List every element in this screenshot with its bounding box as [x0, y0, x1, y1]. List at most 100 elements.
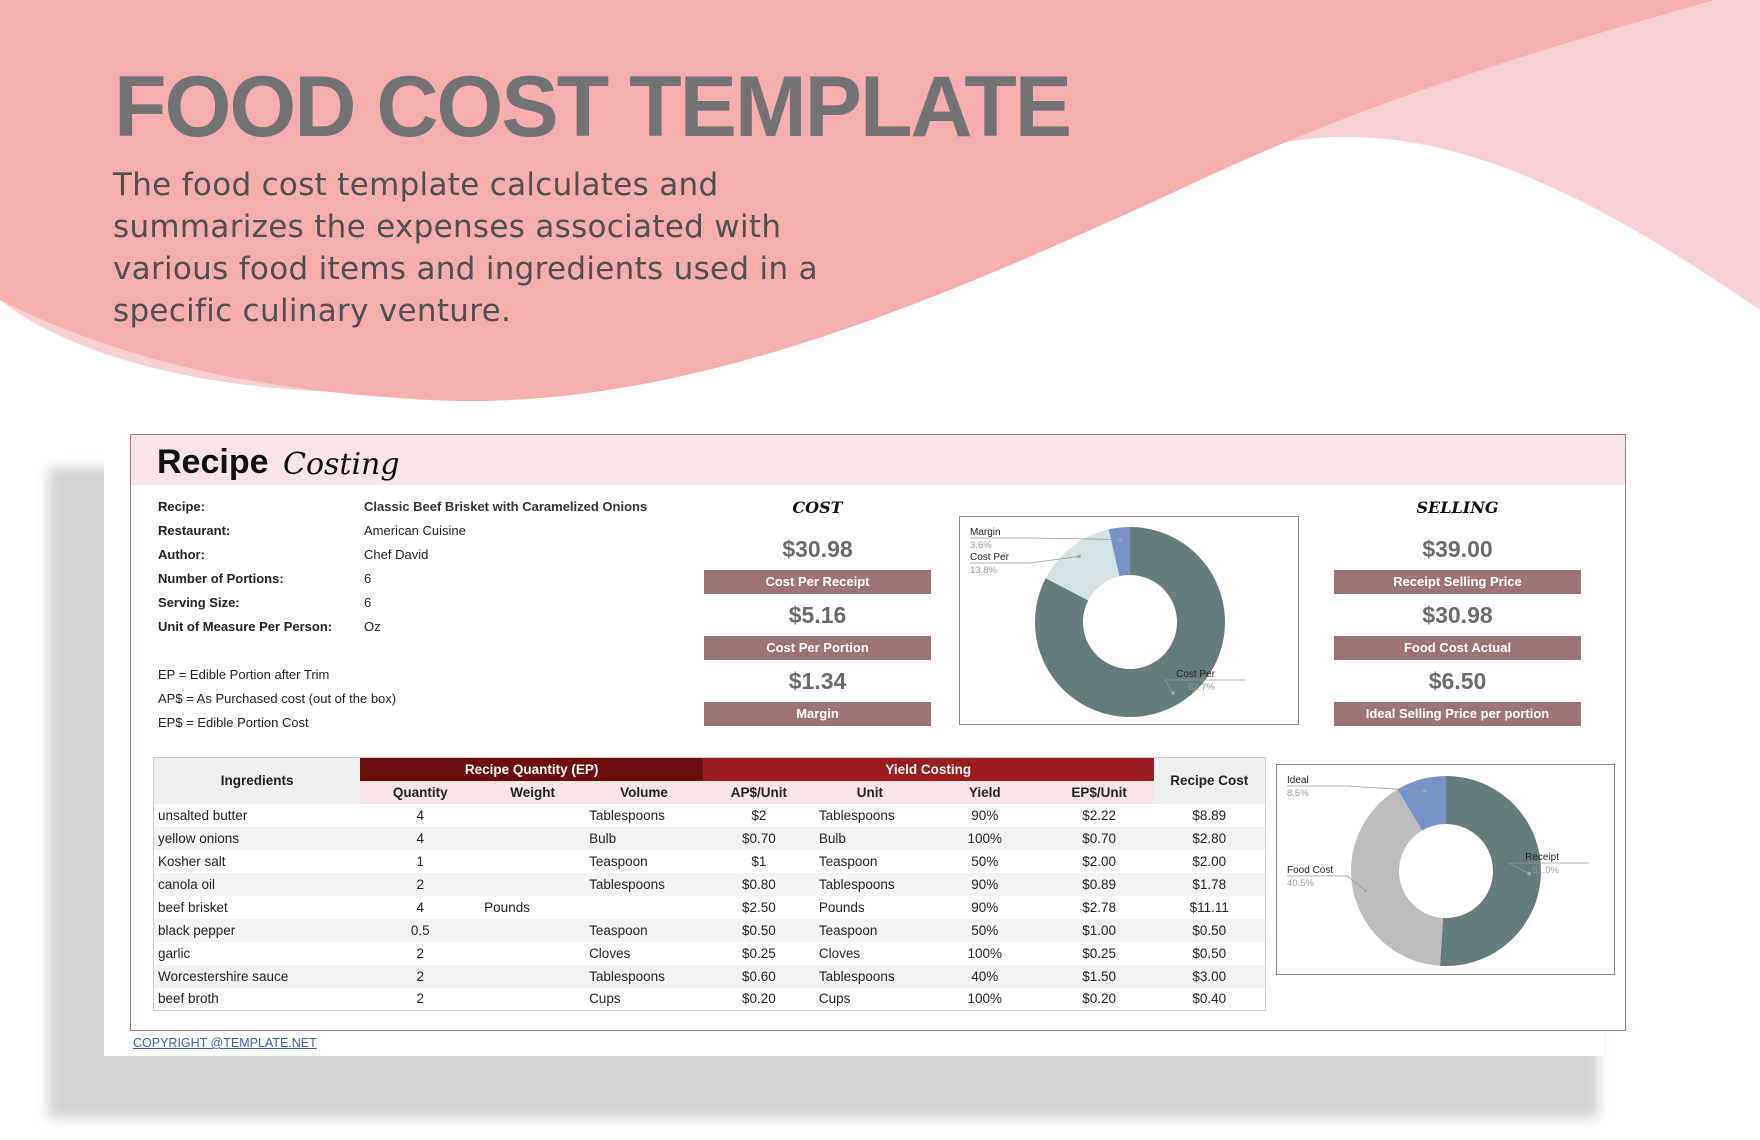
cell-quantity: 4 [416, 807, 424, 823]
legend-note: AP$ = As Purchased cost (out of the box) [158, 691, 397, 706]
table-row: beef broth 2 Cups $0.20 Cups 100% $0.20 $0.40 [154, 988, 1266, 1011]
cell-yield: 100% [967, 830, 1002, 846]
info-label: Number of Portions: [158, 571, 284, 586]
cell-recipe-cost: $3.00 [1192, 968, 1227, 984]
cell-ingredient: beef broth [158, 991, 219, 1007]
cell-ap-per-unit: $0.80 [742, 876, 776, 892]
cell-weight [480, 942, 585, 965]
cell-quantity: 2 [416, 968, 424, 984]
cell-recipe-cost: $11.11 [1189, 899, 1229, 915]
info-label: Author: [158, 547, 205, 562]
header-ingredients: Ingredients [153, 757, 361, 804]
cell-ap-per-unit: $1 [751, 853, 767, 869]
cell-quantity: 2 [416, 876, 424, 892]
leader-line [970, 537, 1121, 540]
column-header: Weight [480, 780, 586, 804]
cost-label: Margin [704, 702, 931, 726]
slice-label: Food Cost [1287, 865, 1333, 876]
cell-recipe-cost: $0.50 [1192, 922, 1227, 938]
cell-weight [480, 827, 585, 850]
leader-line [1287, 875, 1366, 891]
slice-percent: 13.8% [970, 565, 997, 576]
selling-value: $30.98 [1422, 602, 1493, 628]
header-recipe-quantity: Recipe Quantity (EP) [360, 757, 703, 781]
table-row: Worcestershire sauce 2 Tablespoons $0.60 Tab… [153, 964, 1266, 988]
column-header: Volume [585, 780, 703, 804]
ingredients-table: Ingredients Recipe Quantity (EP) Yield C… [153, 757, 1266, 1011]
selling-value: $6.50 [1428, 668, 1487, 694]
cost-donut-chart: Cost Per 82.7% Cost Per 13.8% Margin 3.6% [959, 516, 1299, 725]
cell-ap-per-unit: $0.70 [742, 830, 776, 846]
cell-yield: 50% [971, 922, 999, 938]
page-description: The food cost template calculates and su… [113, 167, 818, 329]
cell-yield: 90% [971, 899, 999, 915]
header-recipe-cost: Recipe Cost [1153, 757, 1266, 804]
cell-recipe-cost: $8.89 [1192, 807, 1227, 823]
table-row: Kosher salt 1 Teaspoon $1 Teaspoon 50% $2.00 $2… [154, 850, 1266, 873]
cell-ep-per-unit: $2.22 [1082, 807, 1116, 823]
cell-ap-per-unit: $0.50 [742, 922, 776, 938]
header-yield-costing: Yield Costing [702, 757, 1154, 781]
cell-unit: Pounds [818, 899, 865, 915]
cell-ep-per-unit: $2.78 [1082, 899, 1116, 915]
cell-volume: Bulb [589, 830, 617, 846]
slice-percent: 8.5% [1287, 788, 1309, 799]
cell-ingredient: yellow onions [158, 830, 240, 846]
cell-unit: Tablespoons [818, 876, 895, 892]
info-value: Chef David [364, 547, 429, 562]
cell-volume: Tablespoons [589, 968, 665, 984]
slice-percent: 40.5% [1287, 878, 1314, 889]
copyright-link[interactable]: COPYRIGHT @TEMPLATE.NET [133, 1036, 317, 1050]
cell-quantity: 1 [416, 853, 424, 869]
cell-weight [480, 804, 585, 827]
cell-ap-per-unit: $2.50 [742, 899, 776, 915]
selling-label: Food Cost Actual [1334, 636, 1581, 660]
cell-volume: Tablespoons [589, 876, 665, 892]
cost-label: Cost Per Receipt [704, 570, 931, 594]
cell-weight [480, 988, 585, 1011]
slice-label: Ideal [1287, 775, 1309, 786]
cell-unit: Teaspoon [818, 853, 878, 869]
cell-ingredient: black pepper [158, 922, 236, 938]
cell-ap-per-unit: $0.20 [742, 991, 776, 1007]
cell-weight [480, 965, 585, 988]
leader-line [1287, 785, 1425, 792]
info-value: Classic Beef Brisket with Caramelized On… [364, 499, 648, 514]
cell-unit: Bulb [818, 830, 846, 846]
legend-note: EP$ = Edible Portion Cost [158, 715, 309, 730]
donut-slice [1035, 527, 1225, 717]
slice-label: Receipt [1525, 852, 1559, 863]
cell-ap-per-unit: $2 [751, 807, 767, 823]
cell-yield: 100% [967, 991, 1002, 1007]
cell-yield: 50% [971, 853, 999, 869]
cell-unit: Cloves [818, 945, 861, 961]
cell-ingredient: garlic [158, 945, 191, 961]
column-header: EP$/Unit [1044, 780, 1154, 804]
selling-label: Receipt Selling Price [1334, 570, 1581, 594]
info-value: 6 [364, 571, 372, 586]
info-value: Oz [364, 619, 381, 634]
legend-note: EP = Edible Portion after Trim [158, 667, 330, 682]
selling-heading: SELLING [1416, 498, 1499, 517]
column-header: Unit [814, 780, 925, 804]
table-row: unsalted butter 4 Tablespoons $2 Tablespoons… [154, 804, 1266, 827]
cell-volume [585, 896, 703, 919]
slice-label: Cost Per [1176, 669, 1216, 680]
leader-line [970, 555, 1080, 564]
cell-yield: 90% [971, 876, 999, 892]
cell-ingredient: canola oil [158, 876, 216, 892]
cell-recipe-cost: $0.40 [1192, 991, 1227, 1007]
slice-percent: 3.6% [970, 540, 992, 551]
cell-quantity: 2 [416, 991, 424, 1007]
cell-ep-per-unit: $0.70 [1082, 830, 1116, 846]
donut-slice [1045, 529, 1120, 601]
leader-dot [1118, 537, 1123, 542]
cell-recipe-cost: $1.78 [1192, 876, 1227, 892]
slice-percent: 51.0% [1532, 865, 1559, 876]
cost-value: $5.16 [788, 602, 847, 628]
cost-label: Cost Per Portion [704, 636, 931, 660]
cell-ep-per-unit: $0.20 [1082, 991, 1116, 1007]
donut-slice [1351, 789, 1444, 966]
cell-quantity: 4 [416, 899, 424, 915]
cost-value: $30.98 [782, 536, 853, 562]
